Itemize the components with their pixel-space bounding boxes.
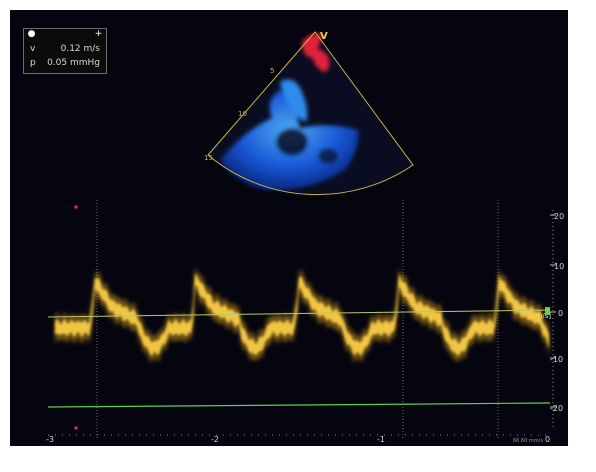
marker-dot (74, 426, 78, 430)
velocity-row: v 0.12 m/s (30, 43, 102, 55)
velocity-tick-label: -20 (550, 404, 563, 413)
spectral-waveform (55, 267, 549, 363)
echo-depth-label: 5 (270, 67, 274, 75)
time-axis: -3 -2 -1 0 66.60 mm/s (46, 434, 550, 444)
marker-dot (74, 205, 78, 209)
sweep-speed-label: 66.60 mm/s (513, 438, 543, 444)
baseline-handle[interactable] (545, 307, 550, 315)
pressure-value: 0.05 mmHg (47, 58, 100, 68)
time-tick-label: -3 (46, 435, 54, 444)
echo-depth-label: 10 (238, 110, 247, 118)
velocity-tick-label: 20 (554, 212, 564, 221)
echo-sector (207, 31, 414, 196)
measurement-readout: ● + v 0.12 m/s p 0.05 mmHg (23, 28, 107, 74)
velocity-tick-label: -10 (550, 355, 563, 364)
time-tick-label: -1 (377, 435, 385, 444)
reference-line (47, 402, 551, 408)
velocity-tick-label: 0 (558, 309, 563, 318)
velocity-tick-label: 10 (554, 262, 564, 271)
echo-marker: V (320, 31, 328, 42)
pressure-row: p 0.05 mmHg (30, 57, 102, 69)
time-tick-label: -2 (211, 435, 219, 444)
velocity-value: 0.12 m/s (60, 44, 100, 54)
velocity-baseline (47, 309, 551, 318)
settings-icon[interactable]: ● (27, 29, 36, 39)
ultrasound-display: V 5 10 15 20 10 0 -10 -20 [cm/s] (46, 31, 564, 444)
velocity-label: v (30, 44, 36, 54)
ultrasound-screen: V 5 10 15 20 10 0 -10 -20 [cm/s] (10, 10, 568, 446)
pressure-label: p (30, 58, 36, 68)
time-tick-label: 0 (545, 435, 550, 444)
echo-depth-label: 15 (204, 154, 213, 162)
time-markers (96, 200, 499, 438)
bezel (568, 0, 596, 472)
plus-icon[interactable]: + (94, 29, 103, 39)
